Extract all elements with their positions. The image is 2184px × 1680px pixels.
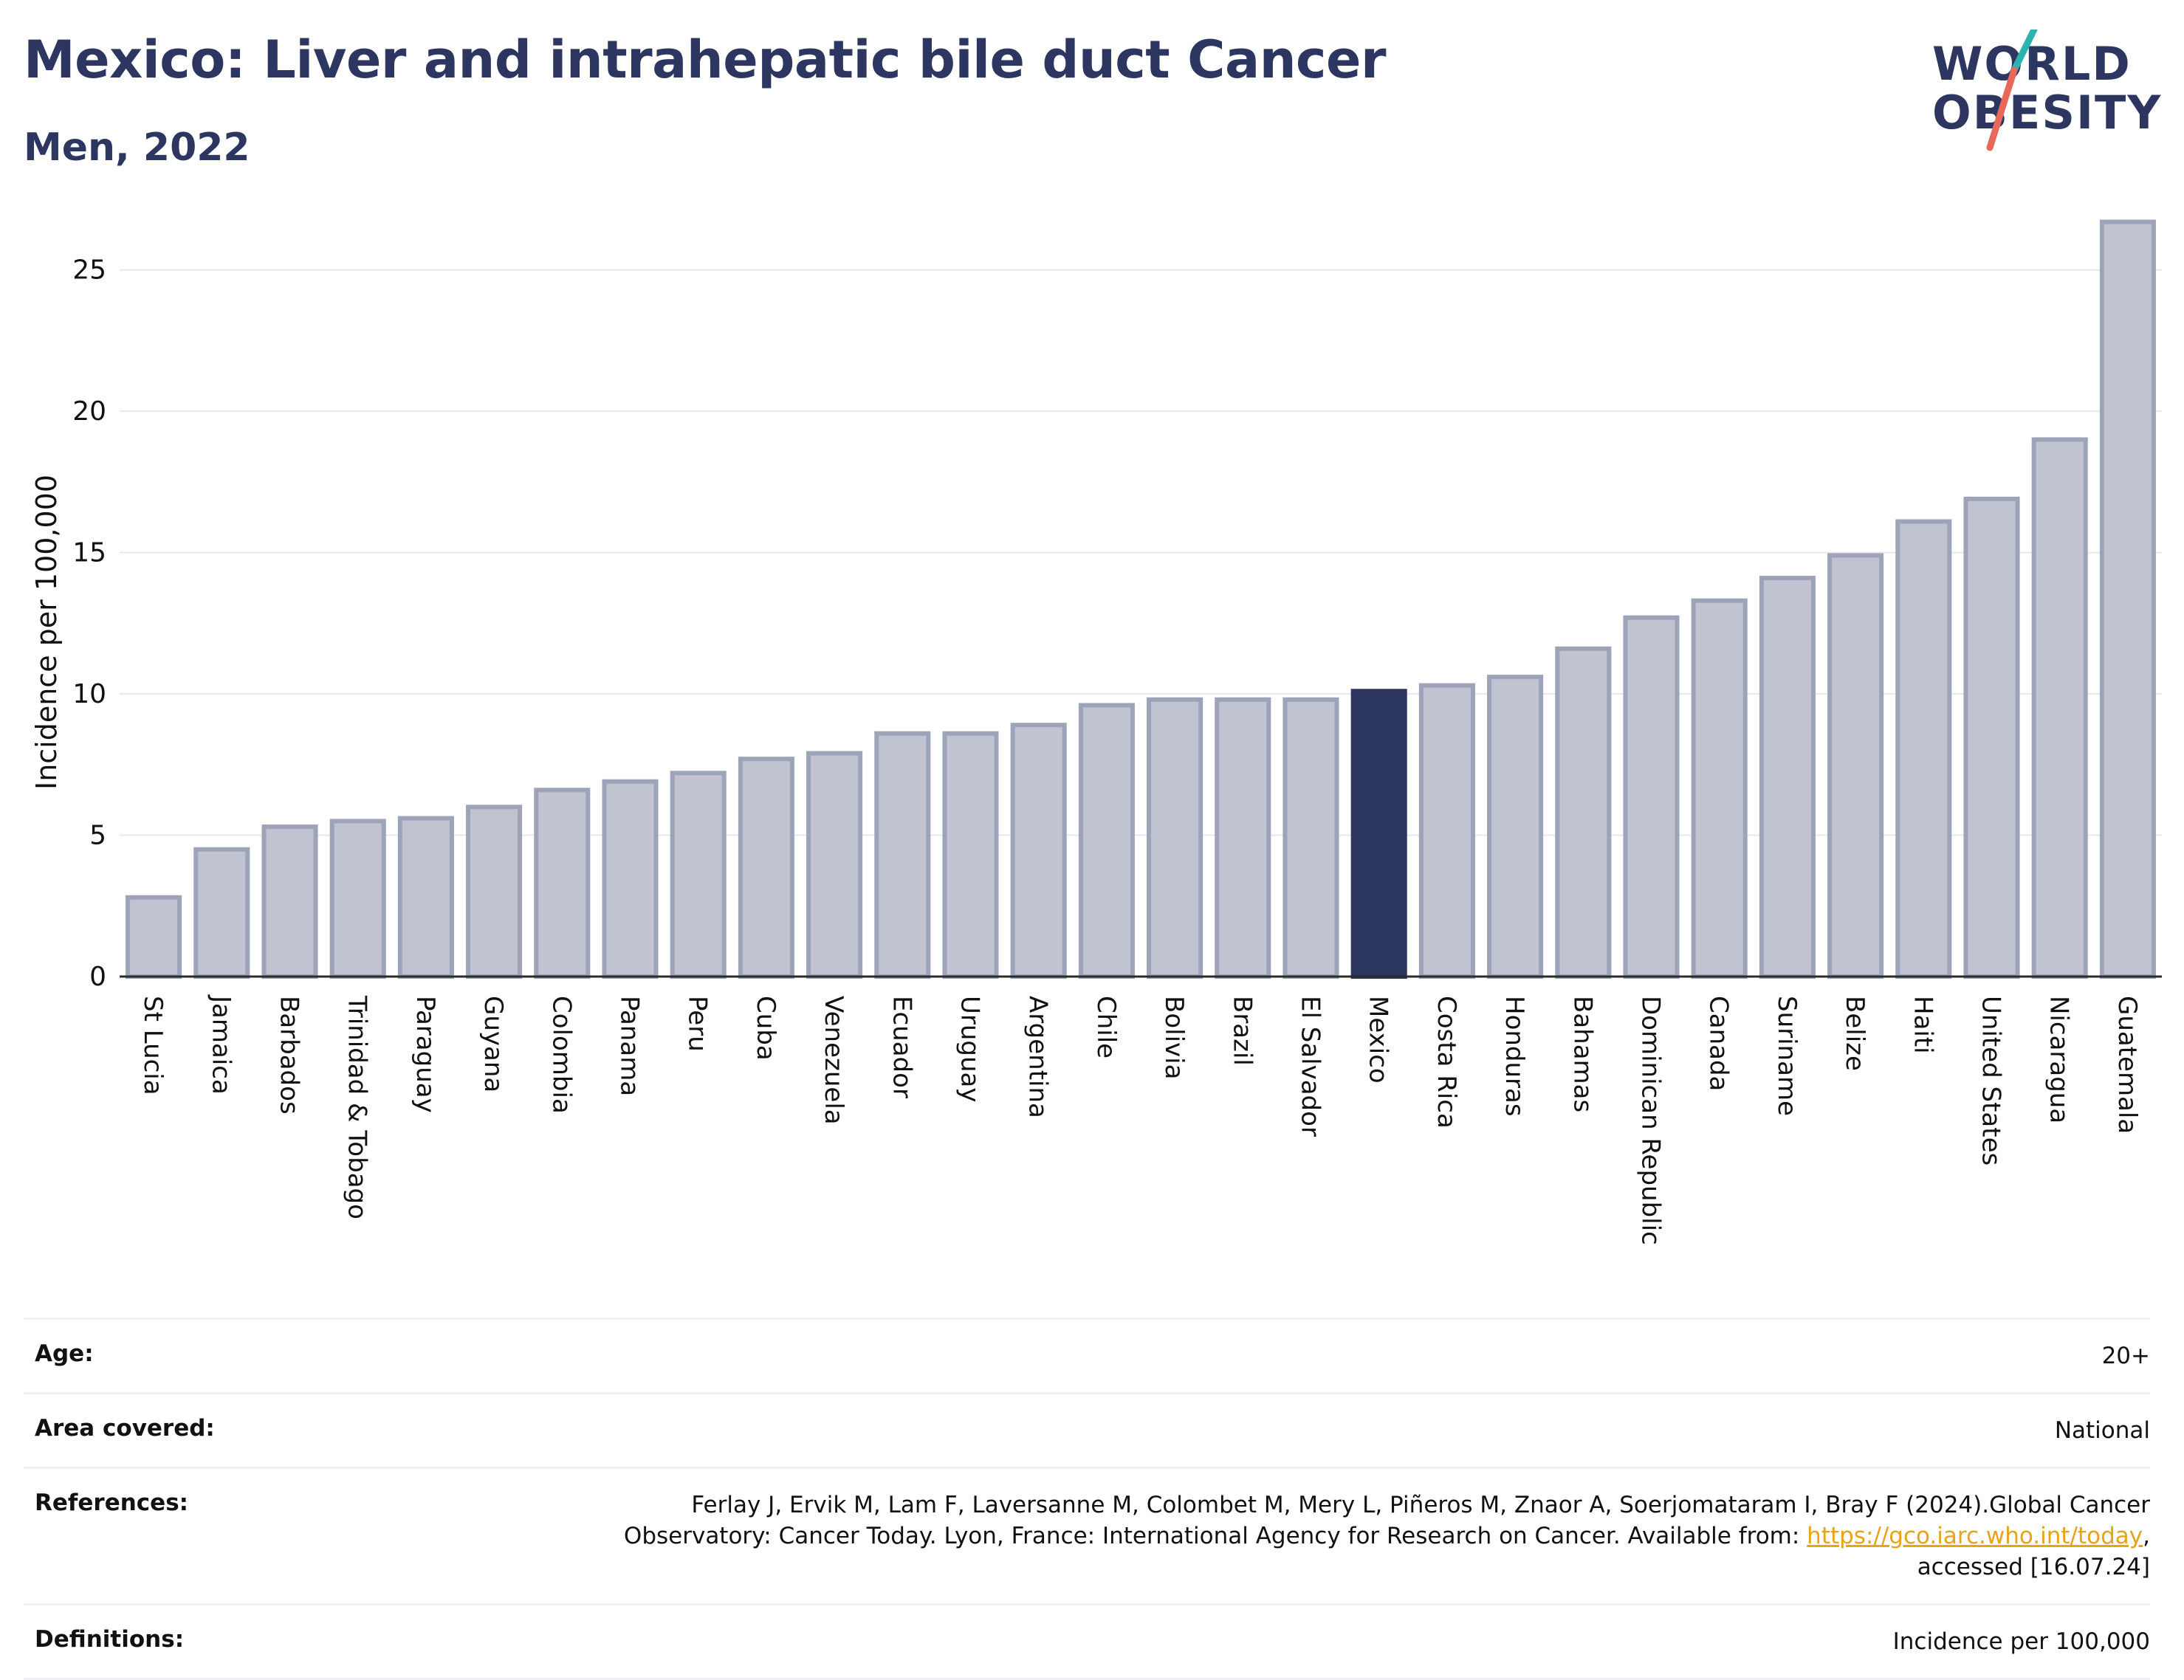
references-text-1: Ferlay J, Ervik M, Lam F, Laversanne M, …	[691, 1492, 2150, 1518]
logo-line-1: WORLD	[1932, 37, 2132, 91]
metadata-table: Age: 20+ Area covered: National Referenc…	[24, 1318, 2150, 1680]
x-tick-label: Paraguay	[411, 996, 440, 1113]
bar-panama	[602, 779, 659, 979]
x-tick-label: Brazil	[1227, 996, 1257, 1066]
x-tick-label: Suriname	[1772, 996, 1802, 1116]
bar-uruguay	[942, 731, 999, 979]
age-value: 20+	[2101, 1343, 2150, 1369]
bar-el-salvador	[1282, 697, 1339, 979]
bar-ecuador	[874, 731, 931, 979]
bar-guatemala	[2099, 219, 2156, 979]
logo-slash-icon	[1986, 30, 2038, 151]
x-tick-label: Ecuador	[887, 996, 916, 1098]
bar-colombia	[534, 788, 591, 980]
y-tick-label: 10	[72, 679, 106, 709]
x-tick-label: Guyana	[478, 996, 508, 1092]
y-tick-label: 15	[72, 538, 106, 568]
x-tick-label: Bahamas	[1567, 996, 1597, 1112]
x-tick-label: Cuba	[751, 996, 780, 1061]
bar-mexico	[1350, 689, 1407, 980]
x-tick-label: Chile	[1091, 996, 1121, 1058]
y-tick-label: 0	[89, 962, 106, 992]
bar-barbados	[261, 824, 318, 980]
chart-title: Mexico: Liver and intrahepatic bile duct…	[24, 30, 1387, 90]
x-tick-label: Canada	[1704, 996, 1734, 1091]
bar-paraguay	[397, 816, 454, 980]
y-axis-label: Incidence per 100,000	[30, 475, 63, 790]
bar-st-lucia	[126, 895, 182, 979]
x-tick-label: Colombia	[546, 996, 576, 1114]
bar-cuba	[738, 757, 794, 980]
y-tick-label: 25	[72, 255, 106, 286]
bar-costa-rica	[1418, 683, 1475, 979]
references-link[interactable]: https://gco.iarc.who.int/today	[1807, 1523, 2143, 1549]
area-value: National	[2054, 1417, 2150, 1444]
bar-peru	[670, 771, 727, 979]
x-tick-label: Uruguay	[955, 996, 985, 1103]
x-tick-label: Argentina	[1023, 996, 1053, 1118]
x-tick-label: Costa Rica	[1432, 996, 1461, 1129]
bar-chart: 0 5 10 15 20 25 Incidence per 100,000 St Lucia J…	[30, 219, 2162, 1245]
x-tick-label: Trinidad & Tobago	[343, 995, 372, 1219]
x-tick-label: Barbados	[275, 996, 304, 1115]
meta-row-age: Age: 20+	[24, 1318, 2150, 1392]
bar-honduras	[1487, 675, 1544, 980]
x-tick-label: St Lucia	[138, 996, 168, 1095]
references-label: References:	[35, 1490, 189, 1516]
references-text-4: accessed [16.07.24]	[1917, 1554, 2150, 1580]
x-tick-label: Dominican Republic	[1636, 996, 1666, 1245]
chart-subtitle: Men, 2022	[24, 125, 250, 170]
world-obesity-logo: WORLD OBESITY	[1920, 30, 2163, 162]
bar-brazil	[1215, 697, 1271, 979]
y-tick-label: 5	[89, 821, 106, 851]
references-value: Ferlay J, Ervik M, Lam F, Laversanne M, …	[24, 1469, 2150, 1603]
x-tick-label: Peru	[683, 996, 712, 1052]
bar-haiti	[1895, 519, 1952, 979]
meta-row-definitions: Definitions: Incidence per 100,000	[24, 1603, 2150, 1680]
y-tick-label: 20	[72, 396, 106, 427]
area-label: Area covered:	[35, 1415, 215, 1442]
bar-bolivia	[1147, 697, 1203, 979]
references-text-2: Observatory: Cancer Today. Lyon, France:…	[623, 1523, 1807, 1549]
x-tick-label: El Salvador	[1296, 996, 1325, 1137]
bar-belize	[1827, 553, 1884, 979]
bar-canada	[1691, 598, 1748, 979]
bar-venezuela	[806, 751, 863, 979]
bar-suriname	[1759, 576, 1816, 979]
x-tick-label: Jamaica	[206, 994, 236, 1095]
x-tick-label: Nicaragua	[2044, 996, 2074, 1123]
references-text-3: ,	[2143, 1523, 2150, 1549]
x-tick-label: Mexico	[1364, 996, 1393, 1084]
x-tick-label: Panama	[615, 996, 645, 1096]
x-tick-label: Belize	[1840, 996, 1869, 1071]
bar-dominican-republic	[1623, 615, 1680, 979]
definitions-value: Incidence per 100,000	[1892, 1628, 2150, 1655]
x-tick-label: Guatemala	[2112, 996, 2142, 1134]
bar-argentina	[1010, 723, 1067, 980]
bar-jamaica	[193, 847, 250, 980]
bar-nicaragua	[2031, 437, 2088, 979]
age-label: Age:	[35, 1340, 94, 1367]
logo-line-2: OBESITY	[1932, 86, 2163, 140]
meta-row-area: Area covered: National	[24, 1392, 2150, 1467]
x-tick-label: Venezuela	[819, 996, 848, 1125]
x-tick-label: United States	[1977, 996, 2006, 1166]
x-tick-label: Bolivia	[1159, 996, 1189, 1079]
bar-trinidad-tobago	[329, 819, 386, 980]
bar-bahamas	[1555, 646, 1612, 979]
x-tick-label: Haiti	[1908, 996, 1937, 1054]
bar-guyana	[466, 805, 523, 979]
meta-row-references: References: Ferlay J, Ervik M, Lam F, La…	[24, 1467, 2150, 1603]
bar-united-states	[1963, 496, 2020, 979]
x-tick-label: Honduras	[1500, 996, 1529, 1117]
definitions-label: Definitions:	[35, 1626, 185, 1653]
bar-chile	[1078, 703, 1135, 979]
